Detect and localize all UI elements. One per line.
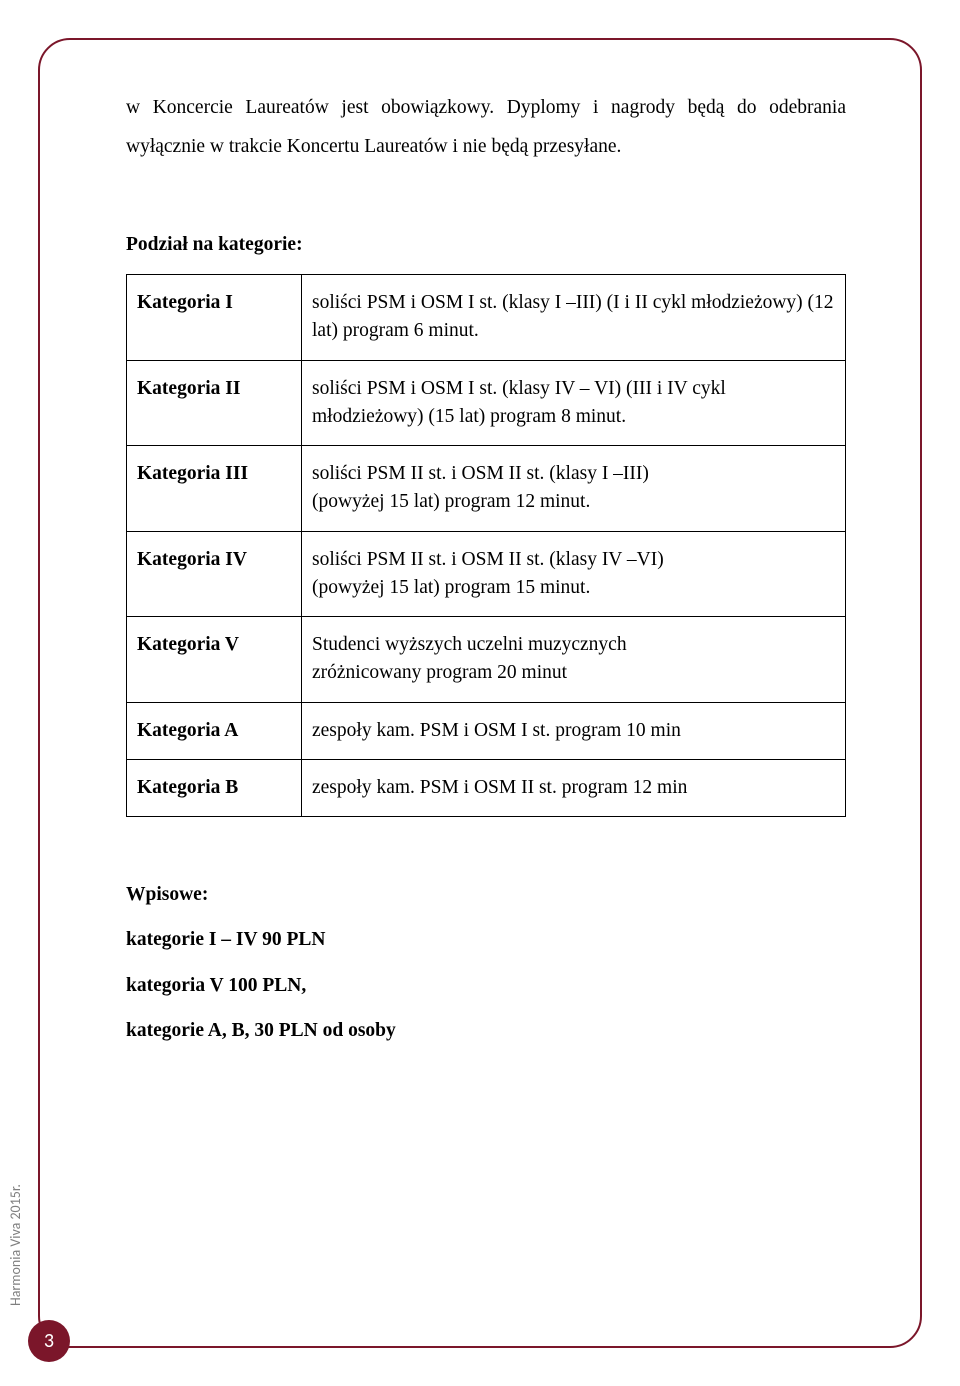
fees-line: kategorie A, B, 30 PLN od osoby	[126, 1017, 846, 1044]
categories-table: Kategoria I soliści PSM i OSM I st. (kla…	[126, 274, 846, 817]
category-desc: soliści PSM i OSM I st. (klasy I –III) (…	[302, 275, 846, 361]
category-desc: soliści PSM II st. i OSM II st. (klasy I…	[302, 531, 846, 617]
category-label: Kategoria II	[127, 360, 302, 446]
category-desc: soliści PSM i OSM I st. (klasy IV – VI) …	[302, 360, 846, 446]
category-label: Kategoria IV	[127, 531, 302, 617]
table-row: Kategoria IV soliści PSM II st. i OSM II…	[127, 531, 846, 617]
category-label: Kategoria A	[127, 702, 302, 759]
table-row: Kategoria III soliści PSM II st. i OSM I…	[127, 446, 846, 532]
fees-line: kategorie I – IV 90 PLN	[126, 926, 846, 953]
categories-heading: Podział na kategorie:	[126, 234, 846, 256]
page-number: 3	[44, 1329, 54, 1353]
table-row: Kategoria I soliści PSM i OSM I st. (kla…	[127, 275, 846, 361]
category-desc: soliści PSM II st. i OSM II st. (klasy I…	[302, 446, 846, 532]
fees-block: Wpisowe: kategorie I – IV 90 PLN kategor…	[126, 881, 846, 1044]
category-desc: Studenci wyższych uczelni muzycznychzróż…	[302, 617, 846, 703]
category-label: Kategoria III	[127, 446, 302, 532]
intro-paragraph: w Koncercie Laureatów jest obowiązkowy. …	[126, 88, 846, 166]
category-label: Kategoria V	[127, 617, 302, 703]
category-desc: zespoły kam. PSM i OSM I st. program 10 …	[302, 702, 846, 759]
fees-heading: Wpisowe:	[126, 881, 846, 908]
table-row: Kategoria V Studenci wyższych uczelni mu…	[127, 617, 846, 703]
category-desc: zespoły kam. PSM i OSM II st. program 12…	[302, 759, 846, 816]
table-row: Kategoria II soliści PSM i OSM I st. (kl…	[127, 360, 846, 446]
table-row: Kategoria A zespoły kam. PSM i OSM I st.…	[127, 702, 846, 759]
category-label: Kategoria I	[127, 275, 302, 361]
table-row: Kategoria B zespoły kam. PSM i OSM II st…	[127, 759, 846, 816]
page-number-badge: 3	[28, 1320, 70, 1362]
category-label: Kategoria B	[127, 759, 302, 816]
fees-line: kategoria V 100 PLN,	[126, 972, 846, 999]
document-content: w Koncercie Laureatów jest obowiązkowy. …	[126, 88, 846, 1062]
side-label: Harmonia Viva 2015r.	[7, 1184, 24, 1306]
